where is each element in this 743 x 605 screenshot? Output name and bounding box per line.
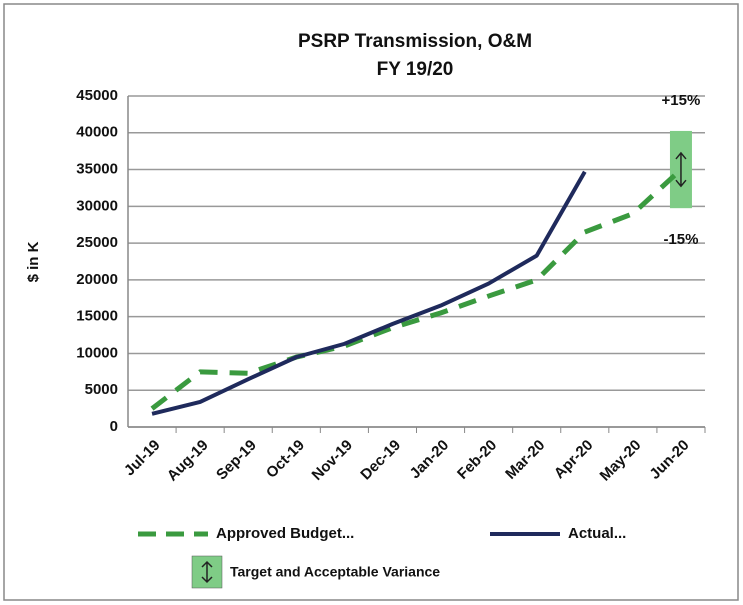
- legend-arrow: [201, 560, 213, 584]
- legend-label: Actual...: [568, 525, 626, 542]
- y-tick-label: 40000: [76, 124, 118, 141]
- series-line: [151, 170, 587, 416]
- legend-label: Target and Acceptable Variance: [230, 564, 440, 580]
- y-axis-label: $ in K: [25, 241, 42, 282]
- y-tick-label: 20000: [76, 271, 118, 288]
- y-tick-label: 15000: [76, 308, 118, 325]
- y-tick-label: 0: [110, 418, 118, 435]
- chart-title: PSRP Transmission, O&M: [298, 31, 532, 52]
- y-tick-label: 5000: [85, 381, 118, 398]
- y-tick-label: 45000: [76, 87, 118, 104]
- y-tick-label: 35000: [76, 161, 118, 178]
- variance-lower-label: -15%: [663, 231, 698, 248]
- chart-frame: [3, 3, 739, 601]
- y-tick-label: 10000: [76, 344, 118, 361]
- series-line: [150, 167, 683, 411]
- variance-upper-label: +15%: [662, 92, 701, 109]
- chart-subtitle: FY 19/20: [377, 59, 454, 80]
- legend-label: Approved Budget...: [216, 525, 354, 542]
- variance-arrow: [675, 151, 687, 188]
- y-tick-label: 30000: [76, 197, 118, 214]
- y-tick-label: 25000: [76, 234, 118, 251]
